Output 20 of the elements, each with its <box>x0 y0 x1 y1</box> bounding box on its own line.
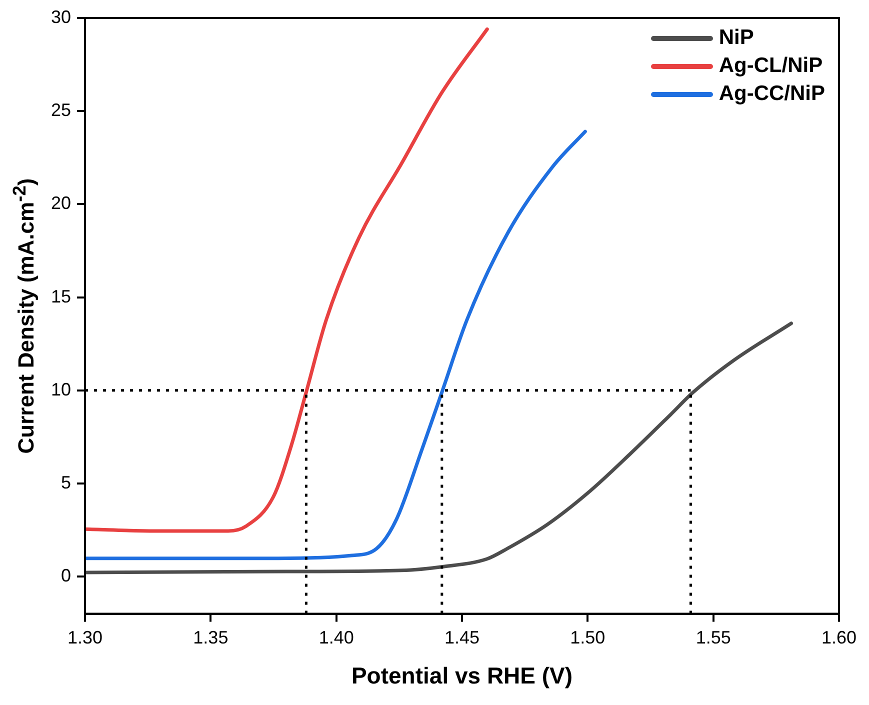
x-tick-label: 1.30 <box>68 628 103 648</box>
y-tick-label: 0 <box>61 566 72 586</box>
x-tick-label: 1.45 <box>444 628 480 648</box>
legend-label: NiP <box>718 26 754 50</box>
x-tick-label: 1.60 <box>821 628 857 648</box>
x-tick-label: 1.40 <box>318 628 354 648</box>
y-tick-label: 25 <box>50 100 72 120</box>
y-tick-label: 15 <box>50 286 72 306</box>
x-tick-label: 1.35 <box>193 628 228 648</box>
y-tick-label: 20 <box>50 193 72 214</box>
x-axis-title: Potential vs RHE (V) <box>351 662 573 689</box>
x-tick-label: 1.55 <box>696 628 731 648</box>
line-series <box>85 27 489 533</box>
x-tick-label: 1.50 <box>570 628 606 648</box>
y-tick-label: 5 <box>61 472 72 492</box>
y-tick-label: 30 <box>50 6 72 27</box>
line-series <box>85 130 587 560</box>
legend-label: Ag-CC/NiP <box>718 82 825 106</box>
y-tick-label: 10 <box>50 379 72 400</box>
legend-label: Ag-CL/NiP <box>718 54 823 78</box>
